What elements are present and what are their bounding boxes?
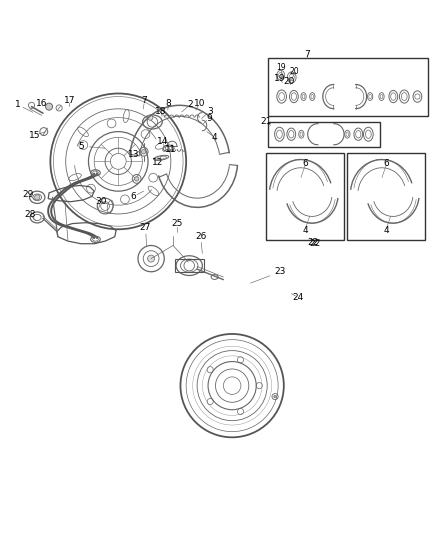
Bar (347, 154, 425, 240)
Text: 30: 30 (95, 197, 106, 206)
Text: 17: 17 (64, 96, 76, 106)
Circle shape (274, 395, 276, 398)
Text: 10: 10 (194, 99, 205, 108)
Bar (266, 154, 344, 240)
Text: 9: 9 (206, 114, 212, 123)
Text: 25: 25 (172, 219, 183, 228)
Text: 4: 4 (384, 226, 389, 235)
Text: 22: 22 (307, 238, 319, 247)
Text: 6: 6 (302, 159, 308, 168)
Text: 23: 23 (275, 267, 286, 276)
Text: 19: 19 (274, 74, 285, 83)
Circle shape (134, 177, 139, 181)
Text: 2: 2 (188, 100, 193, 109)
Text: 20: 20 (290, 67, 300, 76)
Text: 5: 5 (78, 142, 84, 150)
Text: 7: 7 (304, 50, 310, 59)
Text: 8: 8 (166, 99, 172, 108)
Text: 20: 20 (283, 77, 295, 86)
Text: 27: 27 (140, 223, 151, 231)
Text: 29: 29 (23, 190, 34, 199)
Circle shape (141, 150, 146, 154)
Text: 6: 6 (383, 159, 389, 168)
Text: 14: 14 (157, 137, 169, 146)
Text: 4: 4 (303, 226, 308, 235)
Bar (175, 260, 204, 272)
Text: 28: 28 (24, 211, 35, 219)
Text: 26: 26 (195, 232, 206, 241)
Circle shape (35, 195, 40, 200)
Text: 16: 16 (36, 99, 47, 108)
Text: 18: 18 (155, 107, 167, 116)
Text: 21: 21 (261, 117, 272, 126)
Circle shape (46, 103, 53, 110)
Text: 24: 24 (292, 293, 304, 302)
Text: 7: 7 (141, 96, 148, 106)
Text: 15: 15 (29, 131, 41, 140)
Text: 3: 3 (207, 107, 213, 116)
Circle shape (148, 255, 155, 262)
Bar (268, 122, 380, 147)
Text: 19: 19 (276, 63, 286, 72)
Text: 13: 13 (128, 150, 139, 159)
Text: 4: 4 (212, 133, 217, 142)
Bar (268, 58, 428, 116)
Text: 12: 12 (152, 158, 163, 167)
Circle shape (148, 115, 153, 120)
Text: 11: 11 (165, 144, 177, 154)
Text: 22: 22 (310, 239, 321, 248)
Text: 6: 6 (131, 192, 137, 201)
Text: 1: 1 (14, 100, 21, 109)
